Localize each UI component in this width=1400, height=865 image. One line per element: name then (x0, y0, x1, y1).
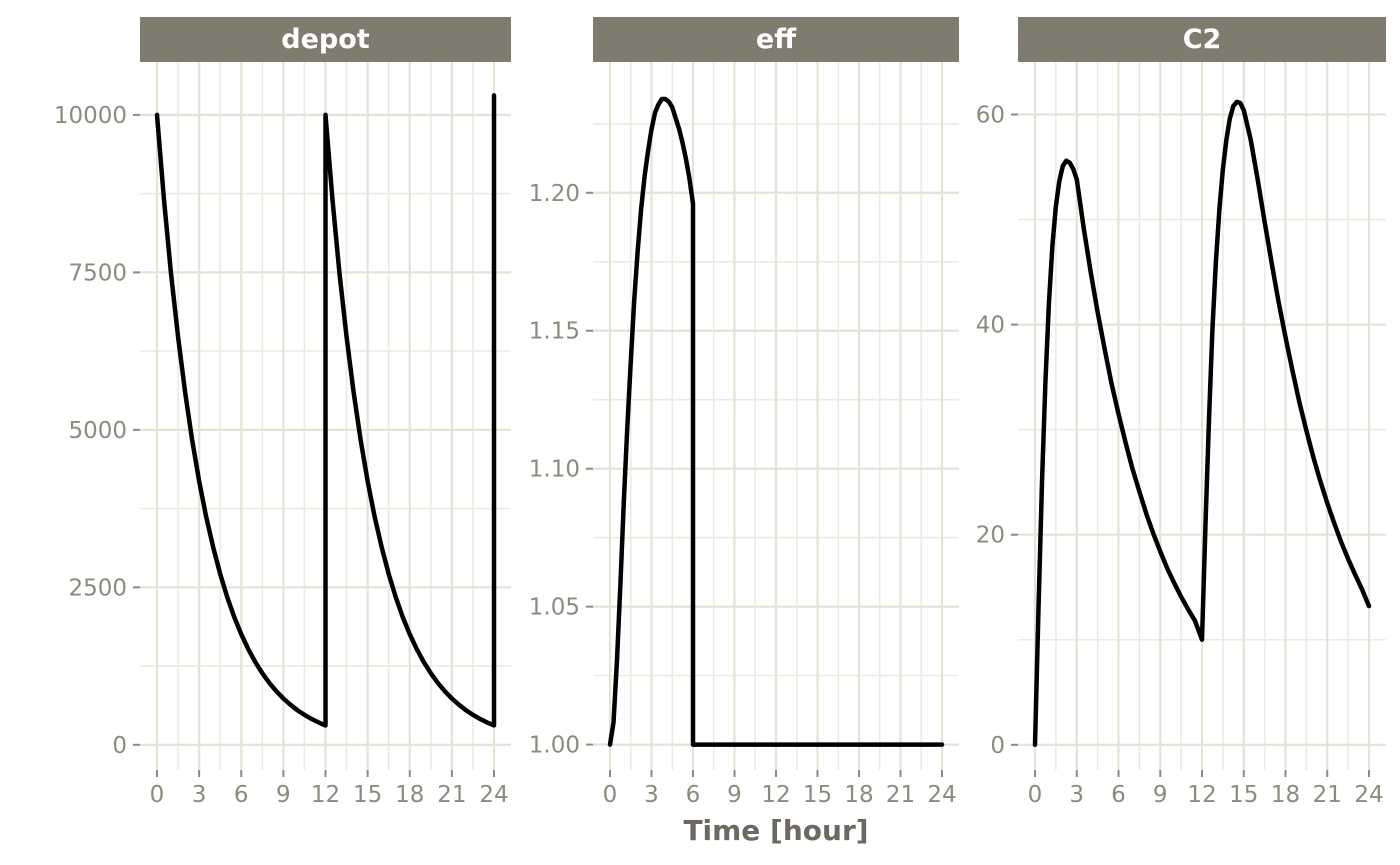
x-tick-label-c2: 3 (1069, 782, 1084, 808)
y-tick-label-eff: 1.15 (529, 319, 580, 345)
x-tick-label-eff: 24 (927, 782, 956, 808)
facet-title-c2: C2 (1182, 24, 1222, 55)
y-tick-label-eff: 1.05 (529, 595, 580, 621)
x-tick-label-depot: 15 (353, 782, 382, 808)
y-tick-label-depot: 5000 (68, 418, 127, 444)
facet-strip-eff: eff (593, 17, 959, 62)
x-tick-label-eff: 15 (803, 782, 832, 808)
x-tick-label-eff: 9 (727, 782, 742, 808)
x-tick-label-depot: 18 (395, 782, 424, 808)
y-tick-label-eff: 1.20 (529, 181, 580, 207)
x-tick-label-c2: 15 (1229, 782, 1258, 808)
x-tick-label-depot: 3 (192, 782, 207, 808)
x-tick-label-eff: 0 (603, 782, 618, 808)
x-tick-label-c2: 24 (1354, 782, 1383, 808)
series-line-c2 (1032, 99, 1372, 748)
x-tick-label-depot: 12 (311, 782, 340, 808)
facet-strip-depot: depot (140, 17, 511, 62)
y-tick-label-eff: 1.10 (529, 457, 580, 483)
x-tick-label-c2: 6 (1111, 782, 1126, 808)
y-tick-label-depot: 0 (112, 733, 127, 759)
x-tick-label-eff: 3 (644, 782, 659, 808)
facet-strip-c2: C2 (1018, 17, 1386, 62)
x-tick-label-c2: 0 (1028, 782, 1043, 808)
x-tick-label-c2: 9 (1153, 782, 1168, 808)
y-tick-label-c2: 20 (976, 523, 1005, 549)
x-tick-label-eff: 21 (886, 782, 915, 808)
series-line-eff (607, 96, 945, 747)
y-tick-label-depot: 2500 (68, 575, 127, 601)
facet-title-depot: depot (281, 24, 370, 55)
x-tick-label-depot: 21 (437, 782, 466, 808)
facet-title-eff: eff (755, 24, 797, 55)
x-tick-label-depot: 6 (234, 782, 249, 808)
y-tick-label-depot: 7500 (68, 260, 127, 286)
y-tick-label-c2: 0 (990, 733, 1005, 759)
x-tick-label-eff: 18 (844, 782, 873, 808)
y-tick-label-c2: 60 (976, 103, 1005, 129)
x-tick-label-depot: 9 (276, 782, 291, 808)
x-tick-label-depot: 0 (150, 782, 165, 808)
x-tick-label-eff: 6 (686, 782, 701, 808)
x-tick-label-depot: 24 (479, 782, 508, 808)
y-tick-label-c2: 40 (976, 313, 1005, 339)
x-tick-label-c2: 12 (1187, 782, 1216, 808)
x-axis-title: Time [hour] (683, 814, 869, 847)
y-tick-label-eff: 1.00 (529, 733, 580, 759)
y-tick-label-depot: 10000 (54, 103, 127, 129)
series-line-depot (154, 93, 497, 728)
x-tick-label-c2: 21 (1313, 782, 1342, 808)
x-tick-label-eff: 12 (761, 782, 790, 808)
x-tick-label-c2: 18 (1271, 782, 1300, 808)
